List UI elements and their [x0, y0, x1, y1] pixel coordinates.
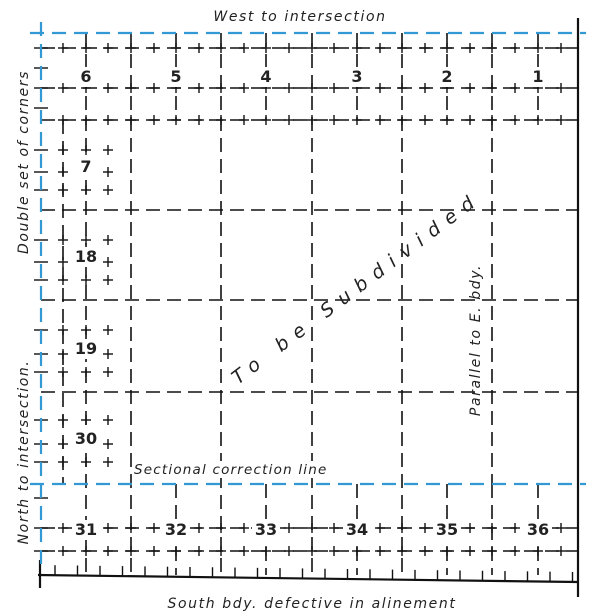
section-number-background	[348, 67, 366, 87]
section-number-background	[529, 67, 547, 87]
south-boundary	[37, 573, 579, 584]
section-number-background	[524, 520, 552, 540]
section-number: 19	[75, 339, 97, 358]
section-grid	[41, 33, 578, 575]
section-number: 7	[80, 157, 91, 176]
left-upper-caption: Double set of corners	[16, 70, 32, 254]
section-number: 35	[436, 520, 458, 539]
section-number-background	[438, 67, 456, 87]
section-number: 2	[441, 67, 452, 86]
section-number-backgrounds	[72, 67, 552, 540]
section-number-background	[77, 67, 95, 87]
section-number: 31	[75, 520, 97, 539]
section-number-background	[433, 520, 461, 540]
subdivided-caption: To be Subdivided	[228, 187, 486, 389]
section-number: 18	[75, 247, 97, 266]
section-number: 34	[346, 520, 368, 539]
section-number-background	[257, 67, 275, 87]
left-column-section-numbers: 7 18 19 30	[75, 157, 97, 448]
section-number: 32	[165, 520, 187, 539]
section-number-background	[343, 520, 371, 540]
section-number-background	[252, 520, 280, 540]
section-number-background	[72, 247, 100, 267]
section-number: 5	[170, 67, 181, 86]
section-number: 6	[80, 67, 91, 86]
section-number-background	[72, 429, 100, 449]
blue-guide-lines	[30, 22, 586, 572]
correction-caption-background	[132, 461, 364, 478]
parallel-caption: Parallel to E. bdy.	[468, 264, 484, 416]
section-number-background	[162, 520, 190, 540]
section-number: 3	[351, 67, 362, 86]
section-number-background	[72, 520, 100, 540]
bottom-caption: South bdy. defective in alinement	[168, 596, 457, 612]
top-caption: West to intersection	[213, 9, 386, 25]
section-number: 33	[255, 520, 277, 539]
section-number: 4	[260, 67, 271, 86]
section-number: 36	[527, 520, 549, 539]
section-number-background	[77, 157, 95, 177]
left-lower-caption: North to intersection.	[16, 360, 32, 545]
section-number-background	[167, 67, 185, 87]
section-number: 1	[532, 67, 543, 86]
section-number: 30	[75, 429, 97, 448]
section-number-background	[72, 339, 100, 359]
correction-caption: Sectional correction line	[134, 462, 328, 478]
top-row-section-numbers: 6 5 4 3 2 1	[80, 67, 543, 86]
bottom-row-section-numbers: 31 32 33 34 35 36	[75, 520, 549, 539]
